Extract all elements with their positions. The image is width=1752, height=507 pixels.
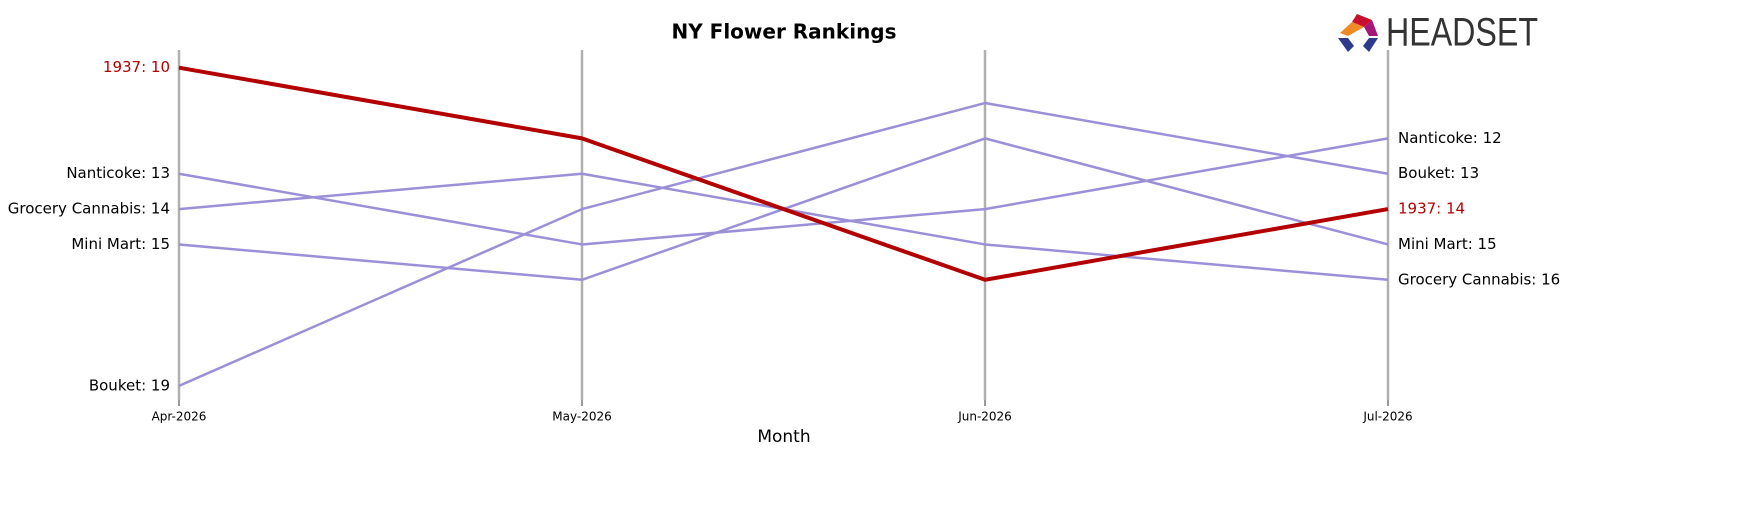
logo-text: HEADSET: [1386, 11, 1538, 55]
x-tick-label: Apr-2026: [152, 410, 207, 424]
value-label: Nanticoke: 12: [1398, 129, 1502, 147]
logo-icon: [1340, 22, 1364, 36]
logo-icon: [1364, 20, 1378, 36]
logo-icon: [1352, 14, 1372, 27]
logo-icon: [1363, 38, 1378, 52]
value-label: Mini Mart: 15: [71, 235, 170, 253]
chart-title: NY Flower Rankings: [671, 20, 896, 44]
value-label: Mini Mart: 15: [1398, 235, 1497, 253]
rank-line: [178, 137, 1389, 246]
rank-line: [178, 101, 1389, 388]
value-label: 1937: 14: [1398, 200, 1465, 218]
x-tick-label: Jul-2026: [1362, 410, 1412, 424]
logo: HEADSET: [1338, 11, 1538, 55]
rank-line: [178, 65, 1389, 282]
value-label: Nanticoke: 13: [66, 164, 170, 182]
value-label: 1937: 10: [103, 58, 170, 76]
x-axis-label: Month: [757, 427, 810, 447]
logo-icon: [1338, 38, 1354, 52]
value-label: Bouket: 13: [1398, 164, 1479, 182]
x-tick-label: Jun-2026: [957, 410, 1012, 424]
value-label: Bouket: 19: [89, 376, 170, 394]
value-label: Grocery Cannabis: 16: [1398, 270, 1560, 288]
value-label: Grocery Cannabis: 14: [8, 200, 170, 218]
x-tick-label: May-2026: [552, 410, 611, 424]
